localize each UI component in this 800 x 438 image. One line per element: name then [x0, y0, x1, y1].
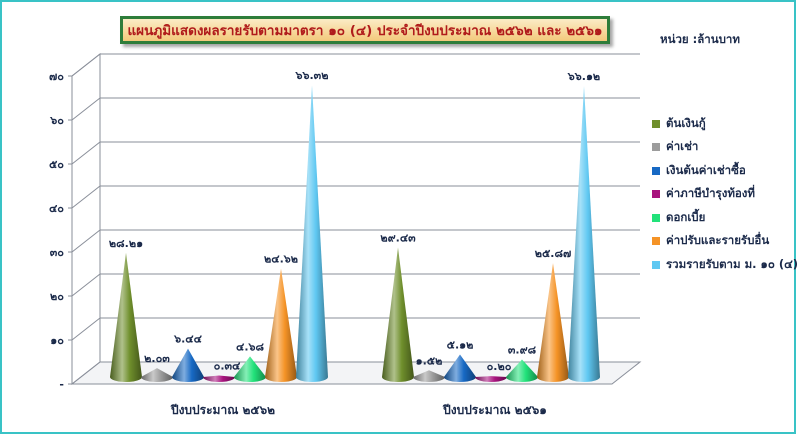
data-label: ๖๖.๓๒ — [295, 69, 329, 82]
gridline — [71, 185, 640, 209]
unit-label: หน่วย :ล้านบาท — [660, 32, 740, 46]
y-tick-label: ๗๐ — [49, 70, 64, 83]
legend-item: ค่าเช่า — [652, 136, 797, 160]
gridline — [71, 229, 640, 253]
y-tick-label: ๓๐ — [50, 246, 65, 259]
legend-label: ต้นเงินกู้ — [666, 115, 706, 130]
y-tick-label: ๕๐ — [49, 158, 64, 171]
y-tick-label: ๖๐ — [49, 114, 64, 127]
cone-bar — [382, 247, 414, 382]
legend-item: ค่าภาษีบำรุงท้องที่ — [652, 183, 797, 207]
legend-label: ค่าเช่า — [666, 139, 699, 154]
gridline — [71, 97, 640, 121]
y-tick-label: ๔๐ — [49, 202, 64, 215]
data-label: ๕.๑๒ — [447, 338, 474, 351]
data-label: ๐.๒๐ — [487, 360, 512, 373]
legend-item: ดอกเบี้ย — [652, 206, 797, 230]
data-label: ๒๘.๒๑ — [109, 237, 143, 250]
gridline — [71, 53, 640, 77]
data-label: ๖.๔๔ — [173, 333, 202, 346]
data-label: ๒.๐๓ — [144, 352, 170, 365]
cone-bar — [296, 85, 328, 382]
cone-bar — [203, 375, 235, 382]
legend-swatch — [652, 166, 660, 175]
legend-swatch — [652, 237, 660, 246]
cone-bar — [141, 368, 173, 382]
legend-item: ค่าปรับและรายรับอื่น — [652, 230, 797, 254]
data-label: ๐.๓๔ — [214, 360, 241, 373]
legend-label: ดอกเบี้ย — [666, 209, 706, 224]
legend-label: ค่าปรับและรายรับอื่น — [666, 233, 770, 248]
data-label: ๖๖.๑๒ — [567, 70, 600, 83]
legend-item: รวมรายรับตาม ม. ๑๐ (๔) — [652, 253, 799, 277]
legend-label: เงินต้นค่าเช่าซื้อ — [666, 162, 746, 177]
data-label: ๒๔.๖๒ — [264, 253, 298, 266]
y-tick-label: ๑๐ — [50, 334, 64, 347]
chart-title: แผนภูมิแสดงผลรายรับตามมาตรา ๑๐ (๔) ประจำ… — [127, 23, 603, 39]
legend-swatch — [652, 190, 660, 199]
x-category-label: ปีงบประมาณ ๒๕๖๑ — [443, 403, 547, 417]
data-label: ๓.๙๘ — [508, 343, 537, 356]
data-label: ๒๕.๘๗ — [535, 247, 572, 260]
cone-bar — [265, 268, 297, 382]
data-label: ๔.๖๘ — [236, 340, 264, 353]
cone-bar — [172, 348, 204, 382]
x-category-label: ปีงบประมาณ ๒๕๖๒ — [170, 403, 275, 417]
gridline — [71, 317, 640, 341]
gridline — [71, 273, 640, 297]
cone-bar — [568, 86, 600, 383]
chart-legend: ต้นเงินกู้ค่าเช่าเงินต้นค่าเช่าซื้อค่าภา… — [652, 112, 799, 277]
cone-bar — [444, 354, 476, 382]
left-wall — [71, 52, 101, 386]
cone-bar — [475, 376, 507, 382]
cone-bar — [110, 252, 142, 382]
cone-bar — [537, 263, 569, 382]
cone-bar — [413, 370, 445, 382]
y-tick-label: ๒๐ — [50, 290, 64, 303]
legend-swatch — [652, 143, 660, 152]
cone-bar — [506, 359, 538, 382]
y-tick-label: - — [59, 378, 64, 391]
legend-item: เงินต้นค่าเช่าซื้อ — [652, 159, 797, 183]
data-label: ๑.๕๒ — [416, 354, 443, 367]
legend-swatch — [652, 213, 660, 222]
legend-label: รวมรายรับตาม ม. ๑๐ (๔) — [666, 256, 799, 271]
data-label: ๒๙.๔๓ — [380, 232, 416, 245]
legend-label: ค่าภาษีบำรุงท้องที่ — [666, 186, 756, 201]
legend-swatch — [652, 260, 660, 269]
gridline — [71, 141, 640, 165]
chart-title-box: แผนภูมิแสดงผลรายรับตามมาตรา ๑๐ (๔) ประจำ… — [120, 16, 610, 44]
legend-swatch — [652, 119, 660, 128]
legend-item: ต้นเงินกู้ — [652, 112, 797, 136]
cone-bar — [234, 356, 266, 382]
